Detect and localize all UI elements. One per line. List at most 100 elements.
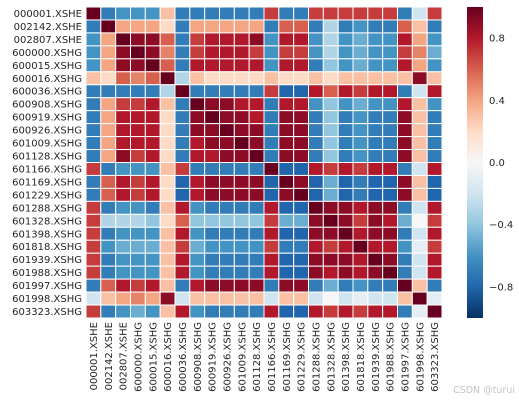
heatmap-cell bbox=[115, 84, 131, 99]
heatmap-cell bbox=[115, 45, 131, 60]
heatmap-cell bbox=[219, 71, 235, 86]
heatmap-cell bbox=[189, 200, 206, 215]
heatmap-cell bbox=[174, 252, 191, 267]
heatmap-cell bbox=[397, 19, 413, 34]
heatmap-cell bbox=[159, 213, 176, 228]
heatmap-cell bbox=[352, 110, 369, 125]
heatmap-cell bbox=[293, 291, 309, 306]
heatmap-cell bbox=[233, 123, 250, 138]
heatmap-cell bbox=[233, 19, 250, 34]
heatmap-cell bbox=[248, 278, 265, 293]
heatmap-cell bbox=[219, 213, 235, 228]
heatmap-cell bbox=[278, 71, 295, 86]
heatmap-cell bbox=[233, 200, 250, 215]
heatmap-cell bbox=[248, 71, 265, 86]
heatmap-cell bbox=[189, 58, 206, 73]
heatmap-cell bbox=[426, 213, 443, 228]
heatmap-cell bbox=[115, 32, 131, 47]
heatmap-cell bbox=[322, 123, 339, 138]
heatmap-cell bbox=[411, 239, 428, 254]
heatmap-cell bbox=[322, 304, 339, 319]
heatmap-cell bbox=[308, 110, 324, 125]
heatmap-cell bbox=[352, 304, 369, 319]
heatmap-cell bbox=[352, 123, 369, 138]
heatmap-cell bbox=[278, 213, 295, 228]
heatmap-cell bbox=[174, 123, 191, 138]
heatmap-cell bbox=[278, 123, 295, 138]
x-tick-label: 601288.XSHG bbox=[311, 322, 322, 392]
heatmap-cell bbox=[411, 226, 428, 241]
heatmap-cell bbox=[115, 226, 131, 241]
heatmap-cell bbox=[189, 123, 206, 138]
heatmap-cell bbox=[367, 45, 384, 60]
heatmap-cell bbox=[411, 213, 428, 228]
heatmap-cell bbox=[144, 304, 161, 319]
heatmap-cell bbox=[100, 187, 117, 202]
heatmap-cell bbox=[278, 265, 295, 280]
heatmap-cell bbox=[219, 6, 235, 21]
heatmap-cell bbox=[367, 110, 384, 125]
heatmap-cell bbox=[204, 58, 221, 73]
heatmap-cell bbox=[130, 226, 146, 241]
heatmap-cell bbox=[263, 226, 280, 241]
heatmap-cell bbox=[159, 6, 176, 21]
heatmap-cell bbox=[115, 19, 131, 34]
heatmap-cell bbox=[159, 239, 176, 254]
heatmap-cell bbox=[204, 200, 221, 215]
heatmap-cell bbox=[204, 239, 221, 254]
heatmap-cell bbox=[322, 162, 339, 176]
heatmap-cell bbox=[352, 97, 369, 112]
heatmap-cell bbox=[278, 19, 295, 34]
heatmap-cell bbox=[100, 278, 117, 293]
heatmap-cell bbox=[115, 71, 131, 86]
heatmap-cell bbox=[100, 162, 117, 176]
heatmap-cell bbox=[219, 19, 235, 34]
heatmap-cell bbox=[248, 149, 265, 164]
heatmap-cell bbox=[144, 265, 161, 280]
heatmap-cell bbox=[308, 213, 324, 228]
heatmap-cell bbox=[352, 213, 369, 228]
y-tick-labels: 000001.XSHE 002142.XSHE 002807.XSHE 600000.… bbox=[12, 9, 82, 318]
heatmap-cell bbox=[100, 200, 117, 215]
heatmap-cell bbox=[337, 187, 354, 202]
heatmap-cell bbox=[308, 200, 324, 215]
heatmap-cell bbox=[322, 226, 339, 241]
heatmap-cell bbox=[100, 19, 117, 34]
heatmap-cell bbox=[382, 304, 398, 319]
heatmap-cell bbox=[174, 71, 191, 86]
heatmap-cell bbox=[204, 149, 221, 164]
heatmap-cell bbox=[248, 58, 265, 73]
heatmap-cell bbox=[174, 278, 191, 293]
heatmap-cell bbox=[337, 174, 354, 189]
y-tick-label: 002807.XSHE bbox=[14, 35, 82, 46]
heatmap-cell bbox=[159, 174, 176, 189]
heatmap-cell bbox=[411, 252, 428, 267]
heatmap-cell bbox=[115, 239, 131, 254]
heatmap-cell bbox=[337, 304, 354, 319]
heatmap-cell bbox=[159, 45, 176, 60]
heatmap-cell bbox=[322, 58, 339, 73]
heatmap-cell bbox=[233, 278, 250, 293]
x-tick-label: 601328.XSHG bbox=[326, 322, 337, 392]
heatmap-cell bbox=[367, 97, 384, 112]
heatmap-cell bbox=[204, 162, 221, 176]
heatmap-cell bbox=[85, 84, 102, 99]
heatmap-cell bbox=[219, 162, 235, 176]
heatmap-cell bbox=[308, 278, 324, 293]
heatmap-cell bbox=[130, 97, 146, 112]
heatmap-cell bbox=[219, 174, 235, 189]
heatmap-cell bbox=[337, 265, 354, 280]
heatmap-cell bbox=[144, 213, 161, 228]
heatmap-cell bbox=[85, 213, 102, 228]
heatmap-cell bbox=[233, 304, 250, 319]
heatmap-cell bbox=[382, 84, 398, 99]
heatmap-cell bbox=[352, 58, 369, 73]
heatmap-cell bbox=[144, 226, 161, 241]
heatmap-cell bbox=[397, 123, 413, 138]
heatmap-cell bbox=[308, 149, 324, 164]
heatmap-cell bbox=[337, 213, 354, 228]
heatmap-cell bbox=[352, 291, 369, 306]
heatmap-cell bbox=[100, 110, 117, 125]
heatmap-cell bbox=[382, 174, 398, 189]
heatmap-cell bbox=[174, 239, 191, 254]
